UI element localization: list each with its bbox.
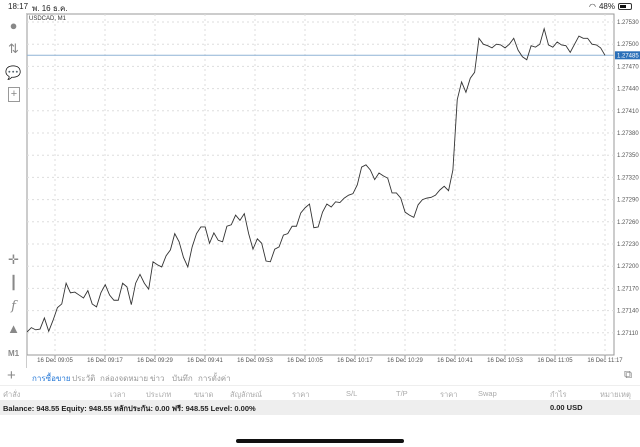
status-bar: 18:17 พ. 16 ธ.ค. ◠ 48% <box>0 0 640 13</box>
battery-percent: 48% <box>598 2 615 11</box>
x-tick-label: 16 Dec 11:17 <box>587 358 623 364</box>
price-chart[interactable]: 1.27530 1.27500 1.27470 1.27440 1.27410 1.273… <box>0 0 640 368</box>
battery-icon <box>618 3 632 10</box>
tab-mailbox[interactable]: กล่องจดหมาย <box>100 374 149 383</box>
col-price: ราคา <box>292 390 310 399</box>
y-tick-label: 1.27380 <box>617 131 639 137</box>
tab-news[interactable]: ข่าว <box>150 374 165 383</box>
objects-icon[interactable]: ▲ <box>7 321 20 336</box>
wifi-icon: ◠ <box>589 2 596 11</box>
y-tick-label: 1.27230 <box>617 242 639 248</box>
col-time: เวลา <box>110 390 126 399</box>
col-comment: หมายเหตุ <box>600 390 631 399</box>
y-tick-label: 1.27410 <box>617 109 639 115</box>
plot-area <box>26 13 615 356</box>
col-type: ประเภท <box>146 390 172 399</box>
y-tick-label: 1.27200 <box>617 264 639 270</box>
x-tick-label: 16 Dec 09:05 <box>37 358 73 364</box>
x-tick-label: 16 Dec 10:17 <box>337 358 373 364</box>
balance-text: Balance: 948.55 Equity: 948.55 หลักประกั… <box>3 404 256 413</box>
col-current-price: ราคา <box>440 390 458 399</box>
indicators-icon[interactable]: ┃ <box>9 275 18 290</box>
y-tick-label: 1.27500 <box>617 42 639 48</box>
x-tick-label: 16 Dec 09:29 <box>137 358 173 364</box>
orders-table-header: คำสั่ง เวลา ประเภท ขนาด สัญลักษณ์ ราคา S… <box>0 385 640 400</box>
y-tick-label: 1.27170 <box>617 286 639 292</box>
y-tick-label: 1.27260 <box>617 220 639 226</box>
home-indicator <box>236 439 404 443</box>
add-icon[interactable]: + <box>7 367 16 384</box>
total-profit: 0.00 USD <box>550 403 583 412</box>
new-document-icon[interactable]: + <box>8 87 20 102</box>
x-tick-label: 16 Dec 09:17 <box>87 358 123 364</box>
function-icon[interactable]: f <box>11 299 16 314</box>
trade-icon[interactable]: ⇅ <box>8 41 19 56</box>
tab-journal[interactable]: บันทึก <box>172 374 193 383</box>
y-tick-label: 1.27350 <box>617 153 639 159</box>
x-tick-label: 16 Dec 10:05 <box>287 358 323 364</box>
account-icon[interactable]: ● <box>9 18 18 33</box>
y-tick-label: 1.27470 <box>617 64 639 70</box>
tab-history[interactable]: ประวัติ <box>72 374 96 383</box>
col-profit: กำไร <box>550 390 567 399</box>
current-price-label: 1.27485 <box>617 53 639 59</box>
col-size: ขนาด <box>194 390 214 399</box>
tab-settings[interactable]: การตั้งค่า <box>198 374 231 383</box>
y-tick-label: 1.27140 <box>617 309 639 315</box>
terminal-tabs: + การซื้อขาย ประวัติ กล่องจดหมาย ข่าว บั… <box>0 368 640 385</box>
layout-icon[interactable]: ⧉ <box>624 369 632 381</box>
x-tick-label: 16 Dec 09:41 <box>187 358 223 364</box>
price-line <box>26 26 606 333</box>
x-tick-label: 16 Dec 10:53 <box>487 358 523 364</box>
x-tick-label: 16 Dec 10:29 <box>387 358 423 364</box>
col-sl: S/L <box>346 389 358 398</box>
left-toolbar: ● ⇅ 💬 + ✛ ┃ f ▲ M1 <box>0 13 27 368</box>
y-tick-label: 1.27440 <box>617 87 639 93</box>
y-tick-label: 1.27290 <box>617 198 639 204</box>
balance-bar: Balance: 948.55 Equity: 948.55 หลักประกั… <box>0 400 640 415</box>
chat-icon[interactable]: 💬 <box>5 65 22 80</box>
x-tick-label: 16 Dec 09:53 <box>237 358 273 364</box>
crosshair-icon[interactable]: ✛ <box>8 252 19 267</box>
col-swap: Swap <box>478 389 497 398</box>
status-date: พ. 16 ธ.ค. <box>32 4 68 13</box>
symbol-label: USDCAD, M1 <box>29 16 67 22</box>
y-tick-label: 1.27110 <box>617 331 639 337</box>
y-tick-label: 1.27320 <box>617 175 639 181</box>
status-time: 18:17 <box>8 2 29 11</box>
timeframe-button[interactable]: M1 <box>7 349 20 358</box>
x-tick-label: 16 Dec 11:05 <box>537 358 573 364</box>
current-price-box <box>615 51 640 60</box>
col-symbol: สัญลักษณ์ <box>230 390 263 399</box>
x-tick-label: 16 Dec 10:41 <box>437 358 473 364</box>
col-order: คำสั่ง <box>3 390 21 399</box>
col-tp: T/P <box>396 389 408 398</box>
y-tick-label: 1.27530 <box>617 20 639 26</box>
tab-trade[interactable]: การซื้อขาย <box>32 374 71 383</box>
